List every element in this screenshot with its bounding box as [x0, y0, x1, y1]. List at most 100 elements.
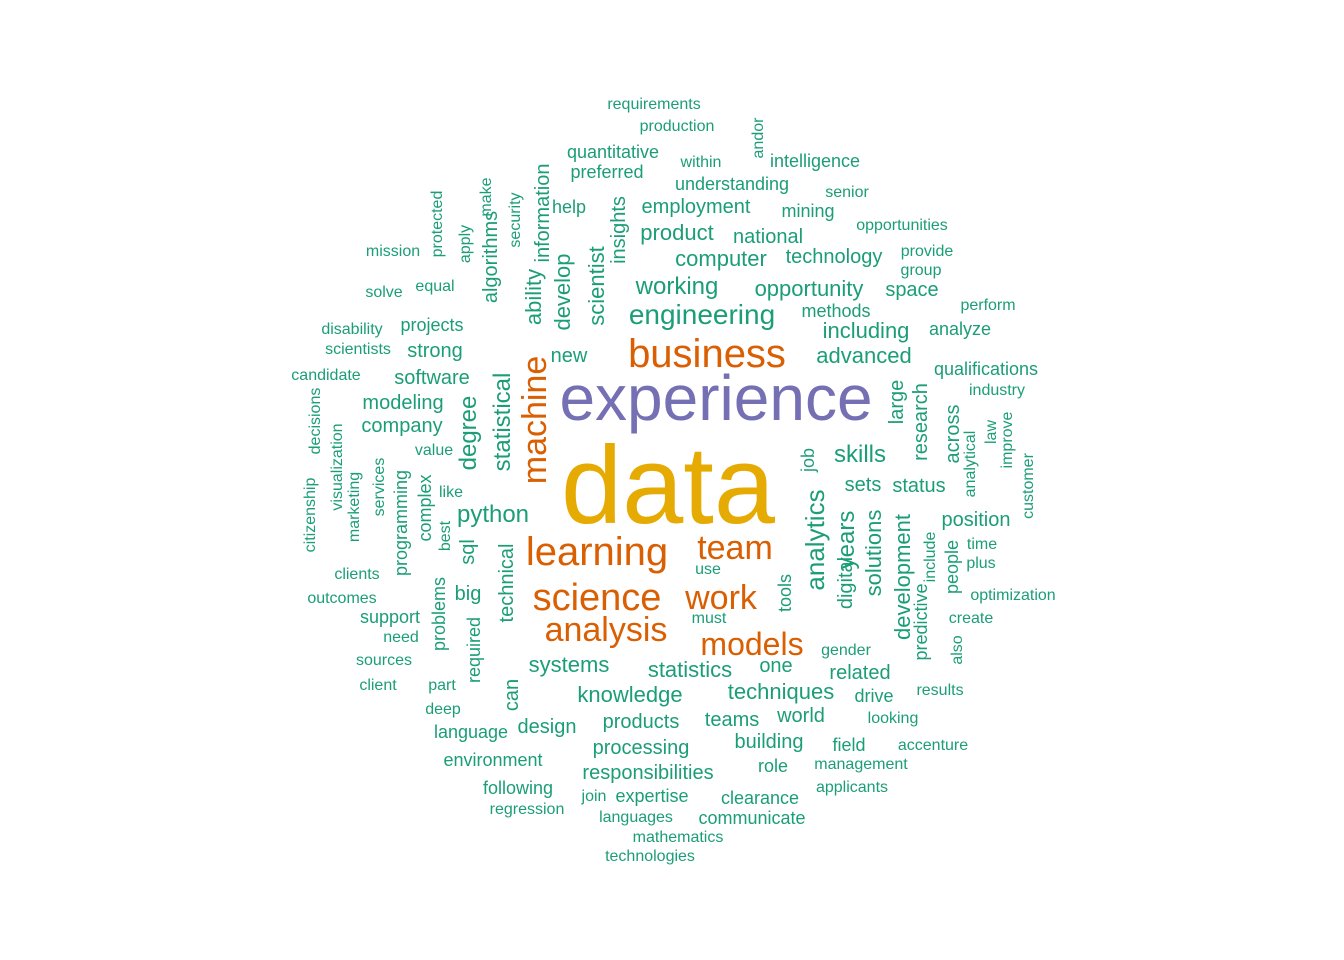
- word-scientist: scientist: [584, 246, 609, 326]
- word-company: company: [361, 415, 443, 437]
- word-join: join: [581, 788, 607, 805]
- word-large: large: [886, 379, 908, 425]
- word-clients: clients: [334, 566, 380, 583]
- word-software: software: [394, 367, 470, 389]
- word-provide: provide: [900, 243, 954, 260]
- word-results: results: [916, 682, 964, 699]
- word-solutions: solutions: [861, 509, 886, 597]
- word-techniques: techniques: [727, 679, 835, 704]
- word-degree: degree: [455, 395, 482, 471]
- word-national: national: [732, 226, 804, 248]
- word-communicate: communicate: [698, 808, 806, 828]
- word-looking: looking: [867, 710, 919, 727]
- word-team: team: [697, 529, 773, 567]
- word-requirements: requirements: [607, 96, 701, 113]
- word-analytics: analytics: [800, 489, 830, 591]
- word-machine: machine: [516, 355, 554, 485]
- word-position: position: [941, 509, 1011, 531]
- word-use: use: [695, 561, 721, 578]
- word-disability: disability: [321, 321, 383, 338]
- word-expertise: expertise: [615, 786, 689, 806]
- word-applicants: applicants: [815, 779, 889, 796]
- word-knowledge: knowledge: [577, 682, 683, 707]
- word-develop: develop: [550, 253, 575, 331]
- word-teams: teams: [704, 709, 760, 731]
- word-job: job: [798, 447, 818, 473]
- word-intelligence: intelligence: [769, 151, 861, 171]
- word-best: best: [437, 520, 454, 552]
- word-regression: regression: [489, 801, 565, 818]
- word-sql: sql: [457, 539, 479, 565]
- word-data: data: [560, 424, 776, 547]
- word-technical: technical: [496, 543, 518, 623]
- word-optimization: optimization: [970, 587, 1056, 604]
- word-required: required: [464, 616, 484, 684]
- word-make: make: [478, 177, 495, 217]
- word-language: language: [433, 722, 509, 742]
- word-employment: employment: [641, 196, 751, 218]
- word-environment: environment: [443, 750, 543, 770]
- word-services: services: [371, 457, 388, 517]
- word-quantitative: quantitative: [566, 142, 660, 162]
- word-visualization: visualization: [329, 423, 346, 511]
- word-role: role: [757, 756, 789, 776]
- word-senior: senior: [825, 184, 869, 201]
- word-technologies: technologies: [605, 848, 695, 865]
- word-engineering: engineering: [628, 299, 776, 330]
- word-help: help: [551, 197, 587, 217]
- word-products: products: [602, 711, 680, 733]
- word-analyze: analyze: [928, 319, 992, 339]
- word-andor: andor: [750, 117, 767, 159]
- word-one: one: [759, 655, 793, 677]
- word-experience: experience: [559, 362, 873, 434]
- word-decisions: decisions: [307, 387, 324, 455]
- word-python: python: [456, 501, 530, 528]
- word-mining: mining: [781, 201, 835, 221]
- word-perform: perform: [960, 297, 1016, 314]
- word-mission: mission: [365, 243, 421, 260]
- word-including: including: [822, 318, 910, 343]
- word-technology: technology: [785, 246, 883, 268]
- word-related: related: [829, 662, 891, 684]
- word-mathematics: mathematics: [632, 829, 724, 846]
- word-accenture: accenture: [897, 737, 969, 754]
- word-complex: complex: [415, 474, 435, 542]
- word-like: like: [438, 484, 464, 501]
- word-equal: equal: [415, 278, 455, 295]
- word-deep: deep: [425, 701, 461, 718]
- word-qualifications: qualifications: [933, 359, 1039, 379]
- word-statistics: statistics: [647, 657, 733, 682]
- word-sources: sources: [355, 652, 413, 669]
- word-product: product: [640, 220, 714, 245]
- word-preferred: preferred: [570, 162, 644, 182]
- word-customer: customer: [1020, 453, 1037, 519]
- word-clearance: clearance: [720, 788, 800, 808]
- word-models: models: [700, 626, 804, 662]
- word-field: field: [832, 735, 866, 755]
- word-building: building: [734, 731, 804, 753]
- word-methods: methods: [801, 301, 871, 321]
- word-management: management: [814, 756, 908, 773]
- word-responsibilities: responsibilities: [582, 762, 714, 784]
- word-production: production: [639, 118, 715, 135]
- word-protected: protected: [429, 190, 446, 258]
- word-part: part: [428, 677, 456, 694]
- word-following: following: [482, 778, 554, 798]
- word-skills: skills: [834, 441, 886, 468]
- word-analytical: analytical: [962, 430, 979, 498]
- word-problems: problems: [429, 576, 449, 652]
- word-working: working: [635, 273, 719, 300]
- word-business: business: [628, 332, 786, 376]
- word-space: space: [885, 279, 939, 301]
- word-information: information: [532, 163, 554, 263]
- word-insights: insights: [608, 196, 630, 264]
- word-time: time: [966, 536, 998, 553]
- word-science: science: [532, 577, 662, 619]
- word-solve: solve: [365, 284, 403, 301]
- word-opportunities: opportunities: [856, 217, 948, 234]
- word-design: design: [517, 716, 577, 738]
- word-ability: ability: [521, 268, 546, 326]
- word-must: must: [691, 610, 727, 627]
- word-security: security: [507, 192, 524, 248]
- word-drive: drive: [854, 686, 894, 706]
